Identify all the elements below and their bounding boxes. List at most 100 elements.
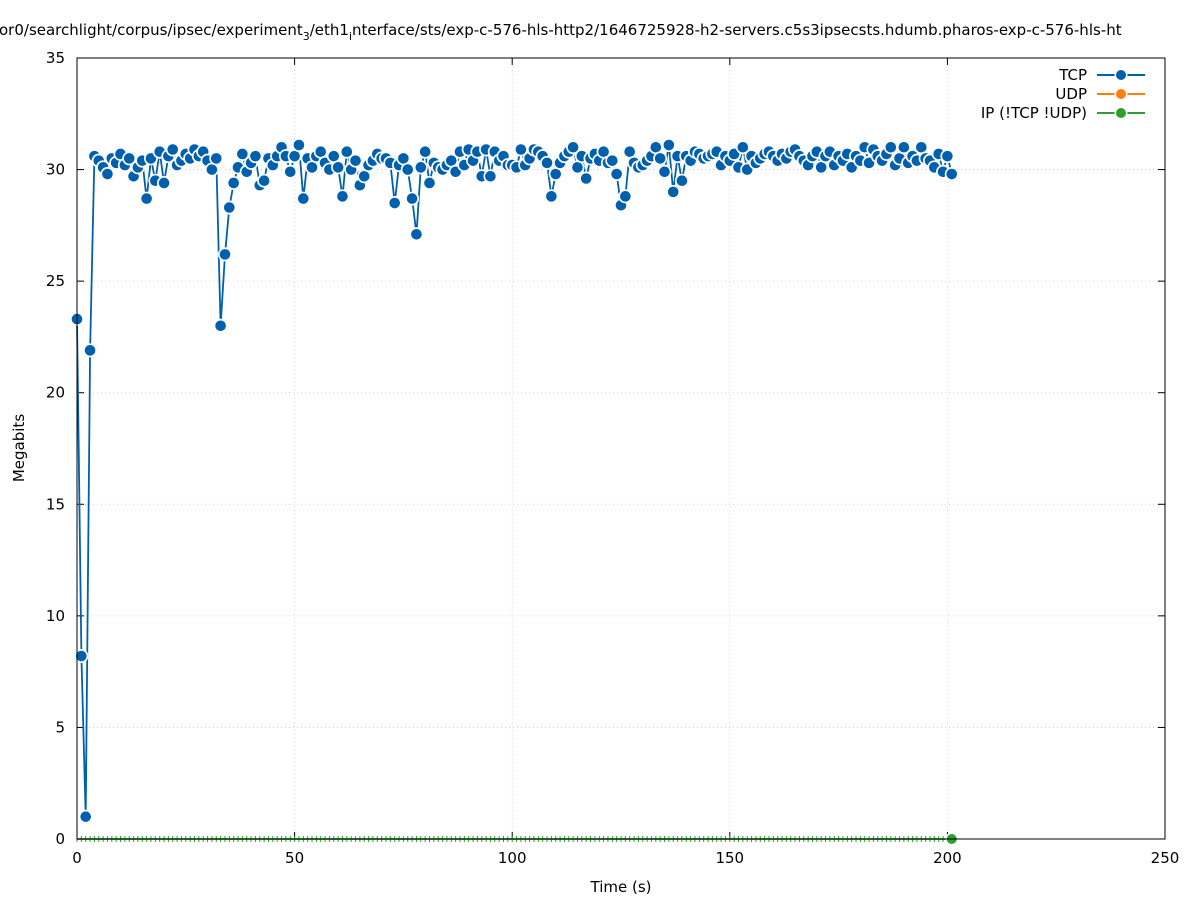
data-point <box>550 168 562 180</box>
legend-item-tcp: TCP <box>1058 66 1145 84</box>
series-tcp <box>70 138 959 824</box>
plot-frame <box>76 57 1166 840</box>
data-point <box>298 193 309 204</box>
data-point <box>898 141 910 153</box>
legend-marker <box>1116 70 1126 80</box>
data-point <box>306 162 318 173</box>
y-tick-label: 30 <box>46 161 65 179</box>
data-point <box>450 166 461 178</box>
data-point <box>728 148 740 160</box>
data-point <box>402 164 414 175</box>
data-point <box>885 141 897 153</box>
data-point <box>350 155 361 166</box>
legend-marker <box>1116 89 1126 99</box>
legend-label: IP (!TCP !UDP) <box>981 104 1087 122</box>
y-tick-label: 15 <box>46 495 65 513</box>
data-point <box>659 166 670 178</box>
data-point <box>663 139 675 151</box>
data-point <box>598 146 609 158</box>
data-point <box>145 153 157 164</box>
data-point <box>224 202 235 213</box>
data-point <box>546 191 557 202</box>
data-point <box>289 150 300 162</box>
data-point <box>341 146 353 158</box>
data-point <box>215 320 226 332</box>
data-point <box>332 162 344 173</box>
x-tick-label: 250 <box>1151 849 1180 867</box>
data-point <box>337 191 348 202</box>
data-point <box>76 650 87 662</box>
x-tick-label: 200 <box>933 849 962 867</box>
y-tick-label: 25 <box>46 272 65 290</box>
legend-item-ip: IP (!TCP !UDP) <box>981 104 1145 122</box>
data-point <box>398 153 409 164</box>
y-tick-labels: 0 5 10 15 20 25 30 35 <box>46 49 65 848</box>
legend-label: UDP <box>1055 85 1087 103</box>
legend-label: TCP <box>1058 66 1087 84</box>
data-point <box>258 175 270 187</box>
data-point <box>358 170 370 182</box>
data-point <box>580 173 592 184</box>
data-point <box>650 141 662 153</box>
data-point <box>406 193 418 204</box>
data-point <box>424 177 435 189</box>
data-point <box>293 139 305 151</box>
data-point <box>210 153 222 164</box>
series-line <box>76 144 953 818</box>
data-point <box>284 166 296 178</box>
series-layer <box>70 138 959 846</box>
x-tick-label: 50 <box>285 849 304 867</box>
x-tick-label: 150 <box>715 849 744 867</box>
data-point <box>654 153 666 164</box>
data-point <box>141 193 152 204</box>
data-point <box>228 177 239 189</box>
y-axis-title: Megabits <box>10 414 28 482</box>
y-tick-label: 35 <box>46 49 65 67</box>
data-point <box>80 811 92 822</box>
data-point <box>102 168 113 180</box>
data-point <box>515 144 527 155</box>
data-point <box>737 141 749 153</box>
data-point <box>219 249 231 260</box>
data-point <box>206 164 218 175</box>
y-tick-label: 10 <box>46 607 65 625</box>
data-point <box>158 177 170 189</box>
data-point <box>946 168 958 180</box>
data-point <box>741 164 753 175</box>
data-point <box>676 175 688 187</box>
data-point <box>942 150 953 162</box>
legend-item-udp: UDP <box>1055 85 1145 103</box>
x-tick-label: 0 <box>72 849 82 867</box>
data-point <box>541 157 553 169</box>
data-point <box>167 144 179 155</box>
data-point <box>620 191 631 202</box>
data-point <box>485 170 496 182</box>
data-point <box>237 148 248 160</box>
data-point <box>567 141 579 153</box>
data-point <box>863 157 875 169</box>
data-point <box>419 146 431 158</box>
data-point <box>815 162 827 173</box>
data-point <box>123 153 135 164</box>
data-point <box>624 146 636 158</box>
data-point <box>606 155 618 166</box>
x-tick-labels: 0 50 100 150 200 250 <box>72 849 1179 867</box>
data-point <box>315 146 327 158</box>
chart-title: or0/searchlight/corpus/ipsec/experiment3… <box>0 21 1122 43</box>
legend-marker <box>1116 108 1126 118</box>
data-point <box>415 162 427 173</box>
data-point <box>846 162 857 173</box>
data-point <box>611 168 622 180</box>
data-point <box>411 228 422 240</box>
data-point <box>667 186 679 198</box>
x-tick-label: 100 <box>498 849 527 867</box>
y-tick-label: 20 <box>46 384 65 402</box>
data-point <box>328 150 340 162</box>
y-tick-label: 0 <box>55 830 65 848</box>
data-point <box>572 162 583 173</box>
data-point <box>915 141 927 153</box>
x-axis-title: Time (s) <box>590 878 652 896</box>
y-tick-label: 5 <box>55 718 65 736</box>
